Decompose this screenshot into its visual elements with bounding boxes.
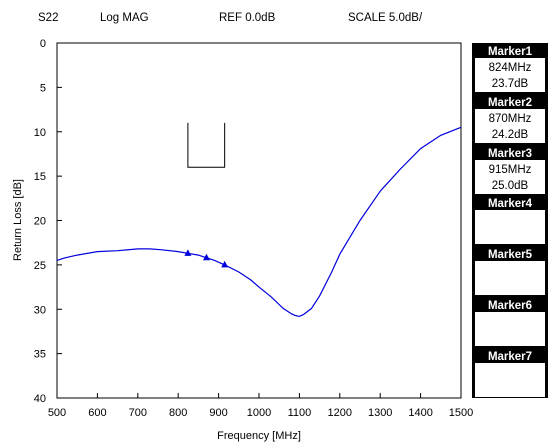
marker-frequency: 870MHz [488, 112, 532, 125]
marker-value: 24.2dB [491, 128, 529, 141]
marker-title: Marker4 [475, 198, 545, 211]
y-tick-label: 20 [34, 216, 46, 228]
x-tick-label: 500 [48, 407, 66, 419]
y-tick-label: 15 [34, 171, 46, 183]
marker-title: Marker1 [475, 46, 545, 58]
marker-box-1: Marker1 824MHz 23.7dB [475, 46, 545, 92]
header-format: Log MAG [100, 12, 149, 24]
x-tick-label: 800 [169, 407, 187, 419]
x-tick-label: 1200 [328, 407, 352, 419]
header-scale: SCALE 5.0dB/ [348, 12, 423, 24]
header-param: S22 [38, 12, 59, 24]
marker-box-4: Marker4 [475, 198, 545, 245]
marker-title: Marker7 [475, 350, 545, 363]
marker-frequency: 915MHz [488, 163, 532, 176]
x-tick-label: 1000 [247, 407, 271, 419]
header-ref: REF 0.0dB [219, 12, 276, 24]
y-tick-label: 40 [34, 393, 46, 405]
y-tick-label: 0 [40, 38, 46, 50]
marker-title: Marker2 [475, 96, 545, 109]
y-tick-label: 30 [34, 304, 46, 316]
marker-frequency: 824MHz [488, 62, 532, 74]
marker-box-2: Marker2 870MHz 24.2dB [475, 96, 545, 143]
y-tick-label: 25 [34, 260, 46, 272]
marker-value: 25.0dB [491, 179, 529, 192]
series-line [56, 126, 462, 318]
marker-panel: Marker1 824MHz 23.7dB Marker2 870MHz 24.2dB Ma… [472, 43, 548, 398]
y-tick-label: 10 [34, 127, 46, 139]
marker-value: 23.7dB [491, 78, 529, 90]
marker-triangle-3 [221, 260, 229, 268]
x-tick-label: 700 [129, 407, 147, 419]
x-axis-label: Frequency [MHz] [217, 430, 301, 442]
marker-title: Marker3 [475, 147, 545, 160]
marker-triangle-2 [202, 253, 210, 261]
y-tick-label: 35 [34, 349, 46, 361]
marker-box-5: Marker5 [475, 249, 545, 296]
y-axis-label: Return Loss [dB] [12, 179, 24, 261]
x-tick-label: 600 [88, 407, 106, 419]
y-tick-label: 5 [40, 82, 46, 94]
plot-frame [56, 42, 462, 399]
marker-title: Marker6 [475, 300, 545, 312]
x-tick-label: 1300 [368, 407, 392, 419]
marker-box-6: Marker6 [475, 300, 545, 346]
marker-triangle-1 [184, 249, 192, 256]
x-tick-label: 1400 [408, 407, 432, 419]
x-tick-label: 1500 [449, 407, 473, 419]
x-tick-label: 900 [209, 407, 227, 419]
marker-title: Marker5 [475, 249, 545, 262]
marker-box-3: Marker3 915MHz 25.0dB [475, 147, 545, 194]
x-tick-label: 1100 [288, 407, 312, 419]
marker-box-7: Marker7 [475, 350, 545, 397]
spec-limit-box [187, 122, 226, 168]
